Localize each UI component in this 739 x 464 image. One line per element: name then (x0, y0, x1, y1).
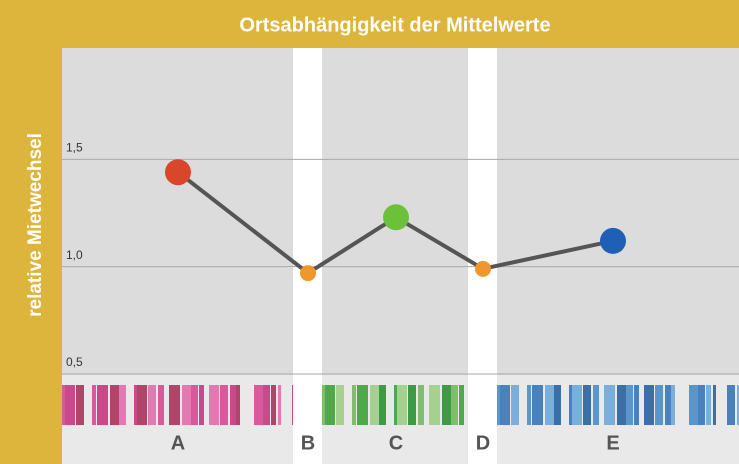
barcode-stripe (97, 385, 108, 425)
barcode-stripe (497, 385, 500, 425)
barcode-stripe (737, 385, 739, 425)
barcode-stripe (182, 385, 191, 425)
barcode-stripe (572, 385, 582, 425)
barcode-stripe (322, 385, 325, 425)
barcode-stripe (418, 385, 424, 425)
barcode-stripe (379, 385, 386, 425)
barcode-stripe (191, 385, 198, 425)
barcode-stripe (278, 385, 281, 425)
barcode-stripe (169, 385, 180, 425)
x-tick-label: D (476, 432, 490, 454)
barcode-stripe (689, 385, 698, 425)
chart-title: Ortsabhängigkeit der Mittelwerte (239, 14, 550, 36)
barcode-stripe (545, 385, 554, 425)
barcode-stripe (671, 385, 675, 425)
barcode-stripe (644, 385, 654, 425)
barcode-stripe (593, 385, 599, 425)
barcode-stripe (429, 385, 440, 425)
barcode-stripe (569, 385, 572, 425)
barcode-stripe (665, 385, 671, 425)
barcode-stripe (236, 385, 240, 425)
gap-column (468, 48, 497, 464)
gap-column (293, 48, 322, 464)
barcode-stripe (706, 385, 711, 425)
barcode-stripe (199, 385, 204, 425)
barcode-stripe (357, 385, 368, 425)
barcode-stripe (352, 385, 356, 425)
barcode-stripe (336, 385, 344, 425)
barcode-stripe (92, 385, 96, 425)
x-tick-label: E (606, 432, 619, 454)
barcode-stripe (583, 385, 591, 425)
x-tick-label: C (389, 432, 403, 454)
barcode-stripe (110, 385, 119, 425)
data-point (600, 227, 626, 254)
barcode-stripe (634, 385, 639, 425)
barcode-stripe (62, 385, 65, 425)
y-tick-label: 0,5 (66, 355, 83, 369)
data-point (383, 204, 409, 231)
barcode-stripe (527, 385, 531, 425)
barcode-stripe (500, 385, 510, 425)
barcode-stripe (254, 385, 263, 425)
barcode-stripe (292, 385, 293, 425)
barcode-stripe (220, 385, 228, 425)
barcode-stripe (263, 385, 270, 425)
barcode-stripe (554, 385, 561, 425)
y-tick-label: 1,0 (66, 248, 83, 262)
data-point (165, 159, 191, 186)
barcode-stripe (655, 385, 663, 425)
barcode-stripe (394, 385, 397, 425)
barcode-stripe (408, 385, 416, 425)
barcode-stripe (511, 385, 519, 425)
barcode-stripe (604, 385, 615, 425)
barcode-stripe (209, 385, 219, 425)
y-axis-label: relative Mietwechsel (25, 133, 46, 317)
barcode-stripe (713, 385, 716, 425)
barcodes (62, 385, 739, 425)
barcode-stripe (137, 385, 147, 425)
barcode-stripe (626, 385, 633, 425)
barcode-stripe (271, 385, 276, 425)
barcode-stripe (442, 385, 451, 425)
y-tick-label: 1,5 (66, 141, 83, 155)
barcode-stripe (148, 385, 156, 425)
barcode-stripe (134, 385, 137, 425)
barcode-stripe (230, 385, 236, 425)
barcode-stripe (325, 385, 335, 425)
barcode-stripe (397, 385, 407, 425)
x-tick-label: A (171, 432, 185, 454)
barcode-stripe (727, 385, 735, 425)
x-tick-label: B (301, 432, 315, 454)
barcode-stripe (532, 385, 543, 425)
barcode-stripe (76, 385, 84, 425)
barcode-stripe (370, 385, 379, 425)
data-point (475, 260, 491, 277)
barcode-stripe (459, 385, 464, 425)
barcode-stripe (158, 385, 164, 425)
barcode-stripe (698, 385, 705, 425)
barcode-stripe (617, 385, 626, 425)
data-point (300, 265, 316, 282)
barcode-stripe (65, 385, 75, 425)
barcode-stripe (451, 385, 458, 425)
barcode-stripe (119, 385, 126, 425)
